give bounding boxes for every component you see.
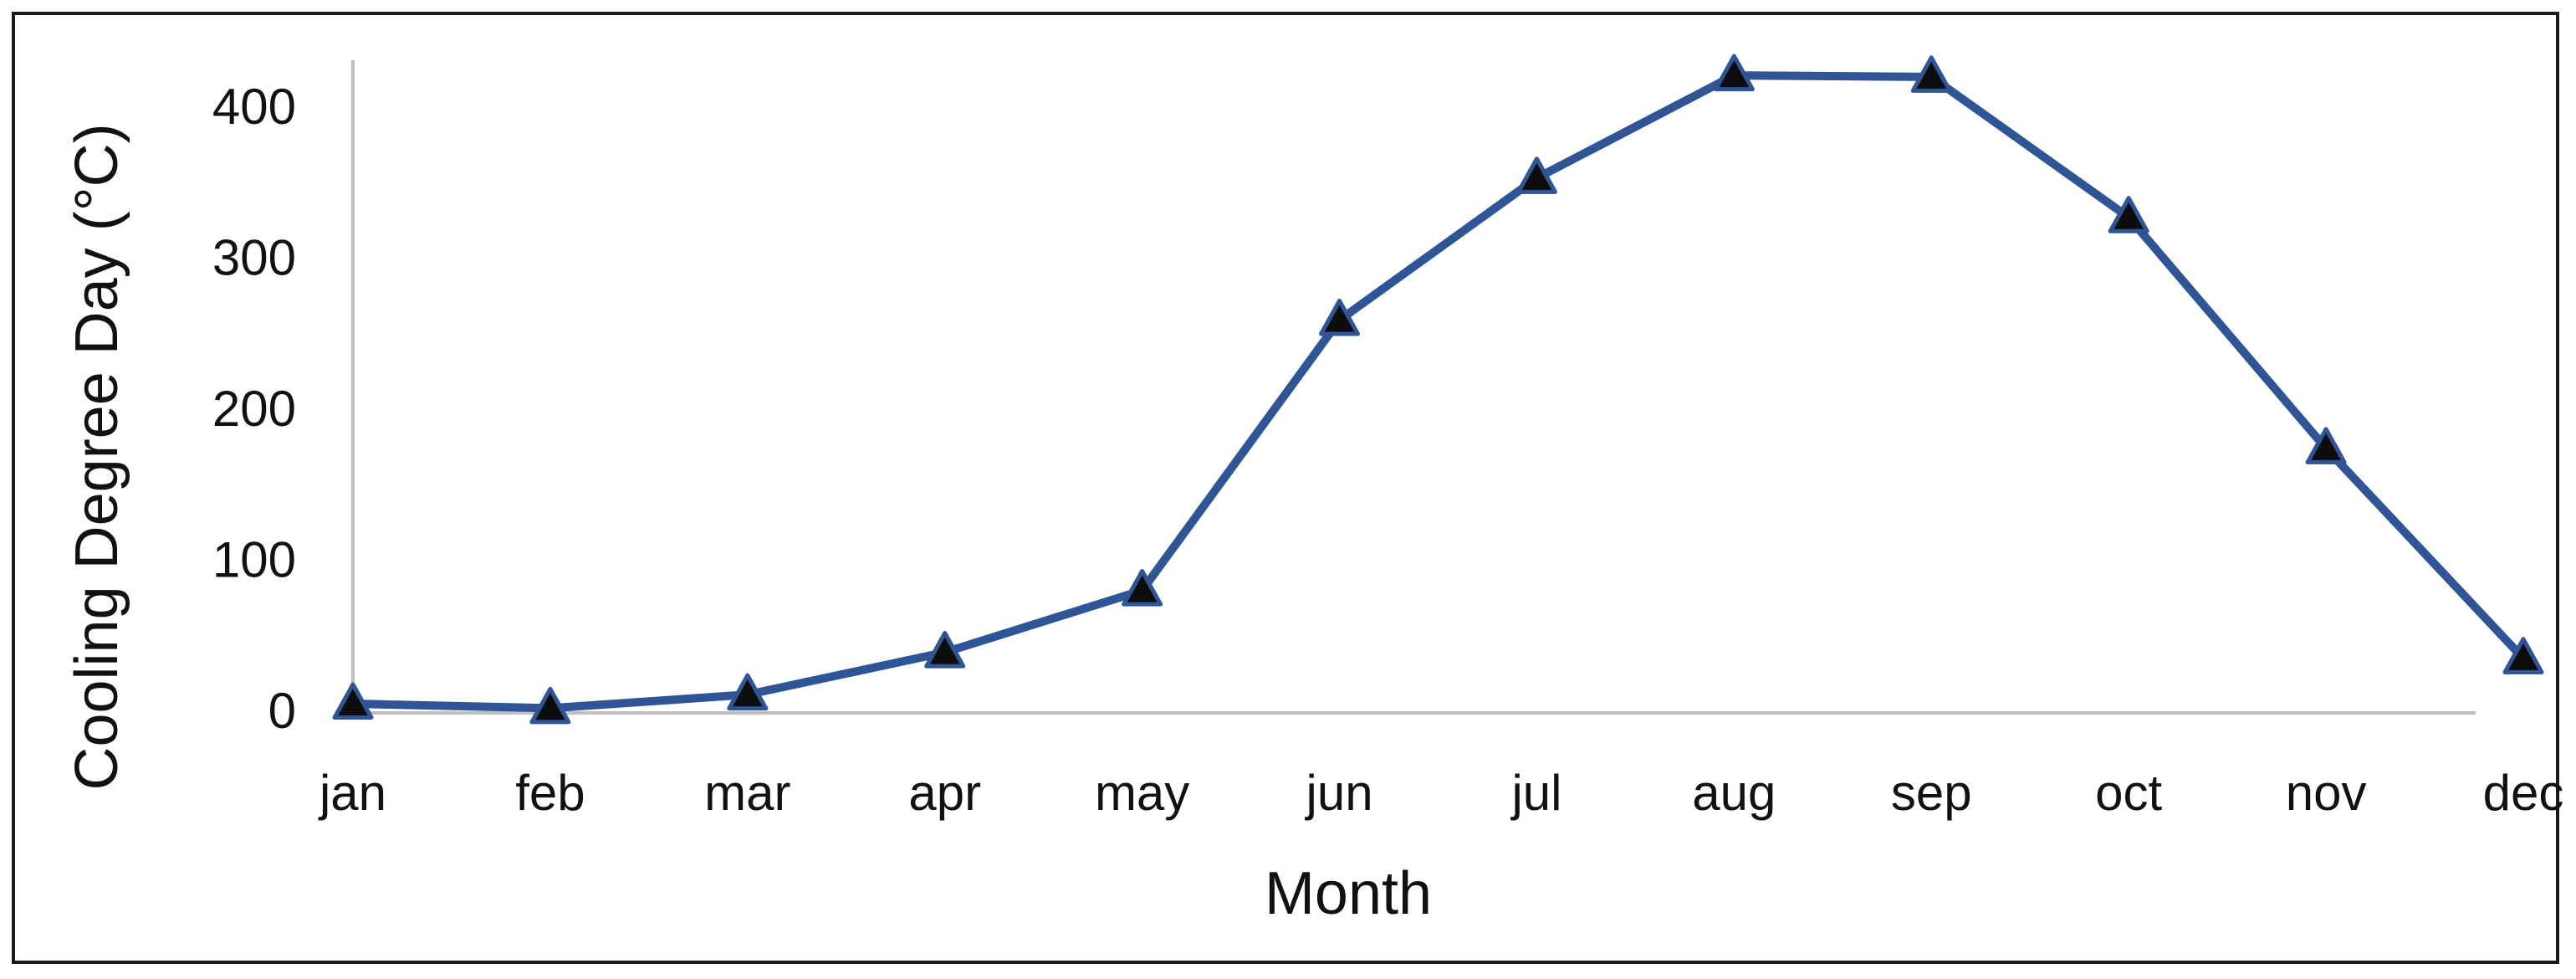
y-axis-title: Cooling Degree Day (°C) [64, 123, 130, 790]
x-tick-label-mar: mar [704, 765, 790, 821]
tick-labels: 0 100 200 300 400 jan feb mar apr may jun jul aug sep… [212, 79, 2563, 821]
series-line-0 [349, 71, 2527, 713]
x-tick-label-jul: jul [1510, 765, 1561, 821]
series-layer [332, 54, 2544, 725]
line-chart: 0 100 200 300 400 jan feb mar apr may jun jul aug sep… [64, 54, 2563, 927]
data-point-oct [2108, 196, 2149, 233]
data-point-mar [727, 673, 769, 711]
data-point-aug [1713, 54, 1755, 92]
data-point-feb [529, 686, 571, 725]
data-point-jul [1515, 156, 1557, 194]
x-tick-label-nov: nov [2286, 765, 2367, 821]
x-tick-label-jun: jun [1305, 765, 1373, 821]
y-tick-label: 300 [212, 230, 296, 286]
x-tick-label-may: may [1095, 765, 1189, 821]
data-point-jan [332, 682, 374, 720]
data-point-may [1122, 569, 1163, 607]
x-tick-label-feb: feb [515, 765, 585, 821]
x-tick-label-aug: aug [1692, 765, 1776, 821]
data-point-jun [1319, 298, 1361, 336]
y-tick-label: 100 [212, 532, 296, 588]
x-tick-label-apr: apr [908, 765, 981, 821]
x-tick-label-oct: oct [2095, 765, 2162, 821]
data-point-sep [1910, 55, 1952, 93]
y-tick-label: 0 [268, 683, 296, 739]
x-tick-label-sep: sep [1891, 765, 1972, 821]
y-tick-label: 400 [212, 79, 296, 135]
data-point-apr [924, 631, 966, 669]
axes [351, 60, 2476, 715]
x-tick-label-dec: dec [2483, 765, 2563, 821]
x-axis-title: Month [1265, 860, 1432, 927]
chart-frame: 0 100 200 300 400 jan feb mar apr may jun jul aug sep… [12, 12, 2563, 964]
x-tick-label-jan: jan [318, 765, 386, 821]
data-point-dec [2502, 637, 2544, 674]
data-point-nov [2305, 427, 2347, 464]
y-tick-label: 200 [212, 381, 296, 437]
